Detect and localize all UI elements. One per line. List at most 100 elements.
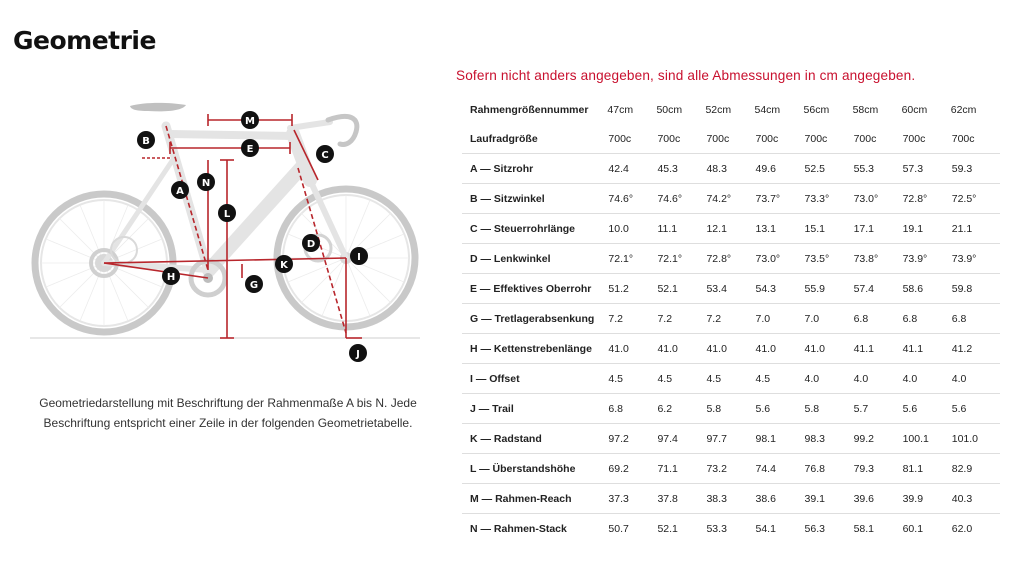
table-cell: 12.1 <box>705 213 755 244</box>
table-cell: 17.1 <box>852 213 902 244</box>
table-row: G — Tretlagerabsenkung 7.2 7.2 7.2 7.0 7.0 6.8… <box>462 303 1000 334</box>
marker-j: J <box>349 344 367 362</box>
size-column-header: 52cm <box>705 103 732 116</box>
geometry-table: Rahmengrößennummer 47cm 50cm 52cm 54cm 5… <box>462 95 1000 543</box>
table-cell: 97.4 <box>656 423 706 454</box>
row-label: L — Überstandshöhe <box>462 453 608 484</box>
table-cell: 700c <box>950 124 1000 154</box>
table-cell: 4.0 <box>803 363 853 394</box>
table-cell: 52.5 <box>803 153 853 184</box>
table-cell: 74.6° <box>656 183 706 214</box>
table-cell: 76.8 <box>803 453 853 484</box>
svg-text:C: C <box>321 150 328 161</box>
row-label: Laufradgröße <box>462 124 608 154</box>
table-cell: 4.5 <box>607 363 657 394</box>
table-cell: 97.7 <box>705 423 755 454</box>
table-cell: 82.9 <box>950 453 1000 484</box>
table-cell: 59.8 <box>950 273 1000 304</box>
table-cell: 38.3 <box>705 483 755 514</box>
table-row: B — Sitzwinkel 74.6° 74.6° 74.2° 73.7° 73.3° 7… <box>462 183 1000 214</box>
table-cell: 700c <box>852 124 902 154</box>
table-cell: 73.9° <box>950 243 1000 274</box>
table-row: Laufradgröße 700c 700c 700c 700c 700c 700c 700c… <box>462 124 1000 154</box>
table-cell: 11.1 <box>656 213 706 244</box>
marker-c: C <box>316 145 334 163</box>
table-cell: 73.0° <box>754 243 804 274</box>
table-cell: 10.0 <box>607 213 657 244</box>
table-cell: 5.7 <box>852 393 902 424</box>
table-cell: 73.9° <box>901 243 951 274</box>
table-cell: 37.3 <box>607 483 657 514</box>
table-cell: 52.1 <box>656 273 706 304</box>
table-cell: 5.8 <box>705 393 755 424</box>
table-cell: 15.1 <box>803 213 853 244</box>
table-cell: 73.5° <box>803 243 853 274</box>
table-cell: 39.9 <box>901 483 951 514</box>
table-cell: 81.1 <box>901 453 951 484</box>
table-cell: 41.0 <box>705 333 755 364</box>
table-cell: 60.1 <box>902 522 924 535</box>
table-cell: 6.2 <box>656 393 706 424</box>
size-column-header: 62cm <box>950 103 977 116</box>
svg-text:B: B <box>142 136 150 147</box>
table-cell: 7.2 <box>705 303 755 334</box>
table-cell: 39.1 <box>803 483 853 514</box>
marker-a: A <box>171 181 189 199</box>
row-label: C — Steuerrohrlänge <box>462 213 608 244</box>
row-label: E — Effektives Oberrohr <box>462 273 608 304</box>
table-cell: 41.0 <box>754 333 804 364</box>
table-cell: 74.4 <box>754 453 804 484</box>
marker-i: I <box>350 247 368 265</box>
table-cell: 58.6 <box>901 273 951 304</box>
row-label: B — Sitzwinkel <box>462 183 608 214</box>
table-cell: 13.1 <box>754 213 804 244</box>
size-column-header: 56cm <box>803 103 830 116</box>
table-cell: 5.6 <box>754 393 804 424</box>
table-row: E — Effektives Oberrohr 51.2 52.1 53.4 54.3 5… <box>462 273 1000 304</box>
svg-text:A: A <box>176 186 184 197</box>
row-label: J — Trail <box>462 393 608 424</box>
svg-text:M: M <box>245 116 255 127</box>
svg-text:D: D <box>307 239 315 250</box>
svg-text:J: J <box>355 349 360 360</box>
table-cell: 5.6 <box>950 393 1000 424</box>
table-cell: 72.5° <box>950 183 1000 214</box>
table-cell: 6.8 <box>607 393 657 424</box>
table-cell: 55.3 <box>852 153 902 184</box>
table-cell: 700c <box>607 124 657 154</box>
caption-line: Beschriftung entspricht einer Zeile in d… <box>43 416 413 430</box>
svg-text:G: G <box>250 280 258 291</box>
table-cell: 73.2 <box>705 453 755 484</box>
svg-text:K: K <box>280 260 289 271</box>
table-row: M — Rahmen-Reach 37.3 37.8 38.3 38.6 39.1 39.6… <box>462 483 1000 514</box>
svg-text:L: L <box>224 209 231 220</box>
size-column-header: 50cm <box>656 103 683 116</box>
units-note: Sofern nicht anders angegeben, sind alle… <box>456 68 916 83</box>
table-cell: 73.0° <box>852 183 902 214</box>
marker-n: N <box>197 173 215 191</box>
size-column-header: 58cm <box>852 103 879 116</box>
table-cell: 53.3 <box>706 522 727 535</box>
table-cell: 42.4 <box>607 153 657 184</box>
table-cell: 700c <box>656 124 706 154</box>
table-cell: 54.3 <box>754 273 804 304</box>
table-cell: 51.2 <box>607 273 657 304</box>
size-column-header: 60cm <box>901 103 928 116</box>
table-row: L — Überstandshöhe 69.2 71.1 73.2 74.4 76.8 79… <box>462 453 1000 484</box>
row-label: G — Tretlagerabsenkung <box>462 303 608 334</box>
table-row: H — Kettenstrebenlänge 41.0 41.0 41.0 41.0 41… <box>462 333 1000 364</box>
table-cell: 72.8° <box>901 183 951 214</box>
table-cell: 98.1 <box>754 423 804 454</box>
table-cell: 5.8 <box>803 393 853 424</box>
table-row: K — Radstand 97.2 97.4 97.7 98.1 98.3 99.2 100.… <box>462 423 1000 454</box>
marker-g: G <box>245 275 263 293</box>
row-label: K — Radstand <box>462 423 608 454</box>
table-row: J — Trail 6.8 6.2 5.8 5.6 5.8 5.7 5.6 5.6 <box>462 393 1000 424</box>
saddle <box>130 102 186 112</box>
table-cell: 79.3 <box>852 453 902 484</box>
table-cell: 54.1 <box>755 522 776 535</box>
table-cell: 7.2 <box>656 303 706 334</box>
table-cell: 7.0 <box>803 303 853 334</box>
table-cell: 4.0 <box>901 363 951 394</box>
marker-e: E <box>241 139 259 157</box>
